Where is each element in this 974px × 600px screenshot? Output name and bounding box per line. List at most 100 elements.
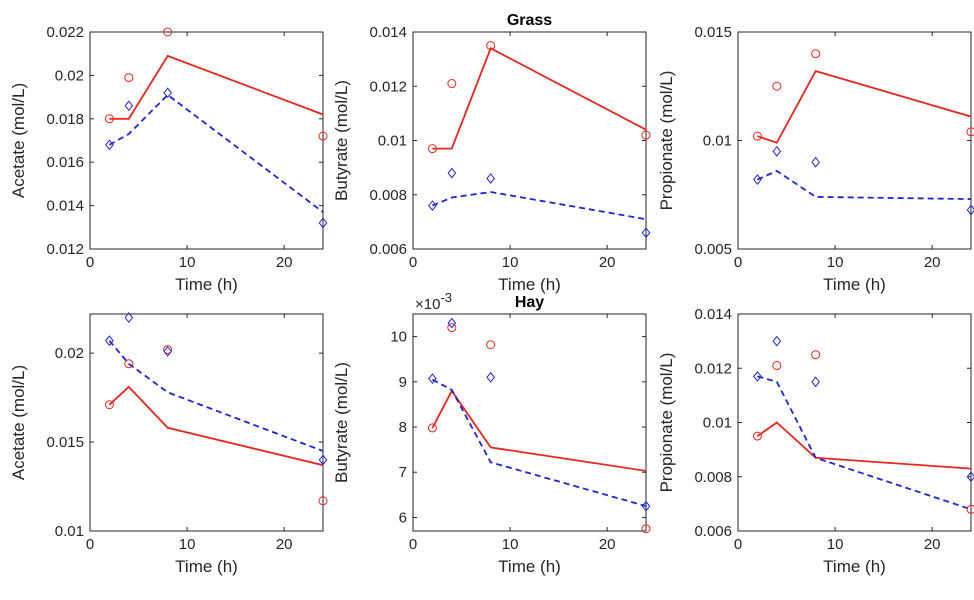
y-tick-label: 6: [399, 509, 407, 526]
y-tick-label: 0.008: [694, 469, 732, 486]
axis-scale-label: ×10-3: [415, 290, 452, 313]
y-tick-label: 10: [390, 329, 407, 346]
data-point-circle: [811, 350, 821, 360]
x-axis-label: Time (h): [498, 557, 561, 576]
panel-2: 0 10 20 0.006 0.008 0.01 0.012 0.014 Time (h) But…: [332, 12, 651, 294]
data-point-circle: [427, 144, 437, 154]
y-tick-label: 9: [399, 374, 407, 391]
y-tick-label: 0.014: [369, 24, 407, 41]
y-tick-label: 0.006: [694, 523, 732, 540]
data-point-circle: [811, 49, 821, 59]
y-tick-label: 0.012: [694, 360, 732, 377]
y-tick-label: 0.008: [369, 187, 407, 204]
data-point-diamond: [753, 370, 762, 382]
axes-box: [89, 31, 324, 250]
y-tick-label: 0.02: [55, 67, 84, 84]
x-axis-label: Time (h): [498, 275, 561, 294]
y-tick-label: 0.018: [46, 111, 84, 128]
y-tick-label: 0.01: [55, 523, 84, 540]
y-tick-label: 0.01: [703, 133, 732, 150]
data-point-circle: [752, 131, 762, 141]
panel-title: Grass: [507, 12, 552, 29]
y-tick-label: 0.014: [694, 306, 732, 323]
y-tick-label: 7: [399, 464, 407, 481]
data-point-circle: [641, 130, 651, 140]
y-tick-label: 8: [399, 419, 407, 436]
data-point-circle: [427, 423, 437, 433]
x-tick-label: 0: [734, 254, 742, 271]
panel-4: 0 10 20 0.01 0.015 0.02 Time (h) Acetate (mol/L…: [9, 312, 328, 576]
series-blue-dashed-line: [432, 191, 646, 221]
data-point-circle: [124, 359, 134, 369]
data-point-circle: [966, 127, 974, 137]
panel-1: 0 10 20 0.012 0.014 0.016 0.018 0.02 0.022 Time (…: [9, 24, 328, 294]
series-red-line: [757, 70, 971, 144]
y-tick-label: 0.01: [378, 133, 407, 150]
y-tick-label: 0.02: [55, 345, 84, 362]
series-blue-dashed-line: [431, 378, 646, 507]
y-axis-label: Propionate (mol/L): [657, 353, 676, 493]
data-point-diamond: [753, 174, 762, 185]
series-red-line: [431, 389, 646, 472]
y-axis-label: Butyrate (mol/L): [332, 80, 351, 201]
y-axis-label: Propionate (mol/L): [657, 71, 676, 211]
x-tick-label: 0: [734, 536, 742, 553]
data-point-diamond: [105, 139, 114, 151]
x-tick-label: 20: [276, 254, 293, 271]
data-point-circle: [104, 114, 114, 124]
y-axis-label: Acetate (mol/L): [9, 83, 28, 198]
y-tick-label: 0.006: [369, 241, 407, 258]
panel-5: 0 10 20 6 7 8 9 10 Time (h) Butyrate (mol/L) Hay ×1…: [332, 290, 651, 576]
data-point-circle: [318, 131, 328, 141]
data-point-diamond: [641, 500, 651, 512]
x-tick-label: 20: [924, 254, 941, 271]
data-point-circle: [752, 431, 762, 441]
data-point-diamond: [772, 145, 782, 157]
x-axis-label: Time (h): [823, 557, 886, 576]
data-point-diamond: [428, 373, 437, 385]
x-axis-label: Time (h): [175, 275, 238, 294]
panel-3: 0 10 20 0.005 0.01 0.015 Time (h) Propionate (m…: [657, 24, 974, 294]
data-point-circle: [124, 73, 134, 83]
y-tick-label: 0.01: [703, 415, 732, 432]
series-red-line: [432, 47, 646, 150]
panel-title: Hay: [515, 294, 544, 311]
series-red-line: [109, 54, 323, 120]
x-tick-label: 0: [86, 536, 94, 553]
data-point-circle: [104, 400, 114, 410]
data-point-circle: [966, 504, 974, 514]
panel-6: 0 10 20 0.006 0.008 0.01 0.012 0.014 Time (h) Pro…: [657, 306, 974, 576]
x-tick-label: 10: [179, 536, 196, 553]
data-point-diamond: [318, 454, 328, 466]
x-tick-label: 10: [502, 536, 519, 553]
x-tick-label: 10: [827, 254, 844, 271]
x-tick-label: 20: [599, 254, 616, 271]
data-point-diamond: [447, 167, 457, 179]
x-tick-label: 0: [409, 254, 417, 271]
data-point-circle: [772, 361, 782, 371]
x-axis-label: Time (h): [823, 275, 886, 294]
data-point-diamond: [811, 156, 820, 168]
data-point-circle: [447, 79, 457, 89]
axes-box: [412, 313, 647, 532]
data-point-diamond: [641, 227, 651, 239]
series-blue-dashed-line: [108, 93, 323, 213]
y-tick-label: 0.005: [694, 241, 732, 258]
y-tick-label: 0.012: [369, 78, 407, 95]
data-point-circle: [163, 345, 173, 355]
axis-scale-exponent: -3: [440, 290, 452, 305]
data-point-diamond: [124, 100, 134, 112]
x-tick-label: 10: [179, 254, 196, 271]
data-point-diamond: [966, 204, 974, 216]
series-blue-dashed-line: [108, 340, 323, 452]
x-tick-label: 20: [599, 536, 616, 553]
series-blue-dashed-line: [757, 375, 971, 511]
y-axis-label: Acetate (mol/L): [9, 365, 28, 480]
data-point-diamond: [486, 173, 495, 184]
x-tick-label: 10: [827, 536, 844, 553]
axes-box: [89, 313, 324, 532]
data-point-circle: [641, 524, 651, 534]
data-point-circle: [163, 27, 173, 37]
data-point-circle: [486, 41, 496, 51]
